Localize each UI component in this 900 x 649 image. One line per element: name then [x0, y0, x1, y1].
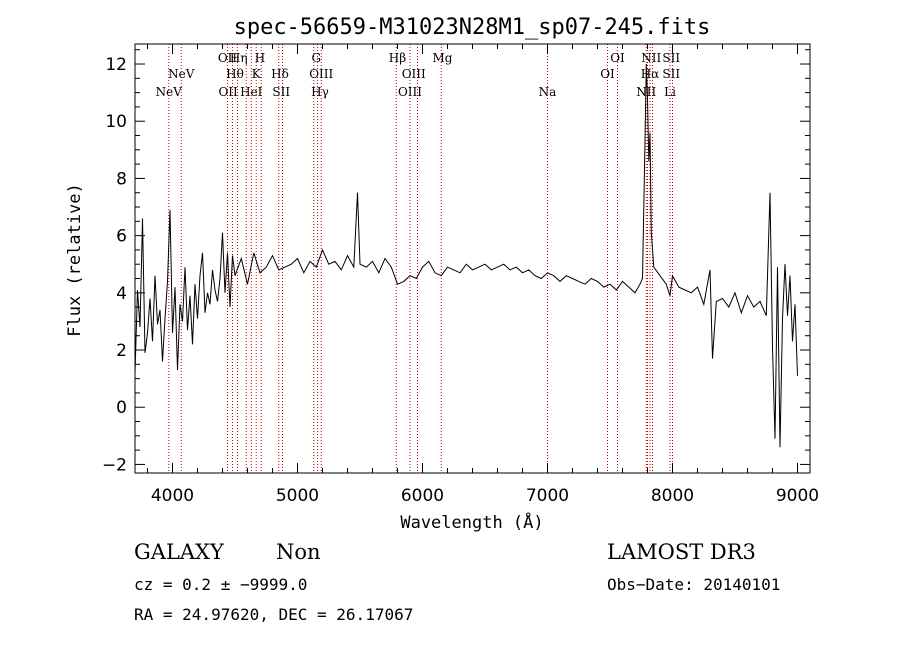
y-tick-label: 0 [116, 398, 127, 418]
line-label: OII [218, 51, 238, 65]
y-tick-label: 12 [105, 55, 127, 75]
line-label: NeV [168, 67, 195, 81]
line-label: NII [641, 51, 661, 65]
y-tick-label: −2 [102, 455, 127, 475]
y-axis-ticks: −2 0 2 4 6 8 10 12 [102, 49, 810, 475]
line-label: Hδ [271, 67, 289, 81]
line-label: NeV [156, 85, 183, 99]
spectrum-series-group [134, 63, 798, 448]
line-label: OIII [402, 67, 426, 81]
line-label: Mg [433, 51, 453, 65]
obs-date-text: Obs−Date: 20140101 [607, 575, 780, 594]
line-label: Hθ [226, 67, 244, 81]
coordinates-text: RA = 24.97620, DEC = 26.17067 [134, 605, 413, 624]
y-tick-label: 10 [105, 112, 127, 132]
line-label: OI [600, 67, 615, 81]
object-subclass: Non [276, 540, 321, 564]
plot-frame [134, 43, 811, 474]
line-label: OIII [309, 67, 333, 81]
line-marker-group [168, 44, 673, 473]
y-tick-label: 8 [116, 169, 127, 189]
x-axis-ticks: 4000 5000 6000 7000 8000 9000 [147, 44, 819, 506]
survey-name: LAMOST DR3 [607, 540, 756, 564]
redshift-text: cz = 0.2 ± −9999.0 [134, 575, 307, 594]
line-label: HeI [240, 85, 263, 99]
line-label: Hβ [389, 51, 406, 65]
x-tick-label: 6000 [401, 486, 444, 506]
y-tick-label: 2 [116, 341, 127, 361]
line-label: OI [610, 51, 625, 65]
line-label: Hα [641, 67, 660, 81]
line-label: Na [539, 85, 557, 99]
y-axis-label: Flux (relative) [65, 183, 85, 337]
x-tick-label: 7000 [526, 486, 569, 506]
y-tick-label: 4 [116, 284, 127, 304]
line-label: G [311, 51, 321, 65]
x-tick-label: 9000 [776, 486, 819, 506]
chart-title: spec-56659-M31023N28M1_sp07-245.fits [234, 15, 711, 40]
line-label: NII [636, 85, 656, 99]
line-label: SII [272, 85, 290, 99]
line-label: H [255, 51, 265, 65]
y-tick-label: 6 [116, 227, 127, 247]
spectrum-line [134, 63, 798, 448]
line-label: K [252, 67, 262, 81]
line-label: OII [218, 85, 238, 99]
line-label: SII [662, 67, 680, 81]
line-label: OIII [398, 85, 422, 99]
x-axis-label: Wavelength (Å) [400, 511, 543, 533]
line-label: SII [662, 51, 680, 65]
line-label: Li [664, 85, 676, 99]
x-tick-label: 5000 [276, 486, 319, 506]
x-tick-label: 4000 [151, 486, 194, 506]
object-class: GALAXY [134, 540, 225, 564]
x-tick-label: 8000 [651, 486, 694, 506]
line-label: Hη [230, 51, 248, 65]
line-label: Hγ [311, 85, 329, 99]
